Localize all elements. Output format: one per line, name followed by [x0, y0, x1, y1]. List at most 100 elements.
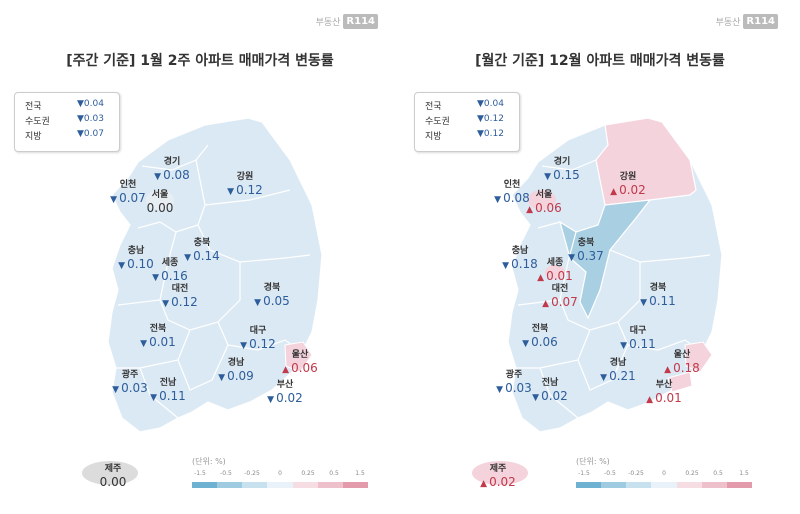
region-label-seoul: 서울 ▲ 0.06 [526, 190, 562, 215]
summary-value: ▼0.04 [477, 99, 504, 109]
scale-swatch [576, 482, 602, 488]
summary-box: 전국 ▼0.04 수도권 ▼0.12 지방 ▼0.12 [414, 92, 520, 152]
sejong-bubble [545, 265, 565, 279]
region-label-jeju: 제주 0.00 [99, 464, 127, 489]
scale-swatch [601, 482, 627, 488]
region-label-gyeongnam: 경남 ▼ 0.09 [218, 358, 254, 383]
busan-shape [667, 371, 693, 393]
region-label-chungbuk: 충북 ▼ 0.14 [184, 238, 220, 263]
map-title: [월간 기준] 12월 아파트 매매가격 변동률 [475, 53, 725, 69]
scale-bar [192, 482, 368, 488]
scale-tick: 0.25 [685, 470, 699, 477]
scale-swatch [651, 482, 677, 488]
scale-swatch [317, 482, 343, 488]
summary-value: ▼0.12 [477, 114, 504, 124]
unit-label: (단위: %) [576, 457, 610, 466]
scale-swatch [192, 482, 218, 488]
scale-tick: 0.5 [329, 470, 339, 477]
region-label-jeonnam: 전남 ▼ 0.02 [532, 378, 568, 403]
region-label-sejong: 세종 ▲ 0.01 [537, 258, 573, 283]
summary-name: 수도권 [425, 117, 450, 127]
summary-name: 지방 [25, 132, 42, 142]
scale-tick: -0.5 [604, 470, 616, 477]
region-label-gyeonggi: 경기 ▼ 0.08 [154, 157, 190, 182]
brand-badge: R114 [343, 14, 378, 29]
scale-tick: 0.5 [713, 470, 723, 477]
region-label-ulsan: 울산 ▲ 0.18 [664, 350, 700, 375]
jeju-island [82, 461, 138, 485]
region-label-daejeon: 대전 ▼ 0.12 [162, 284, 198, 309]
scale-swatch [701, 482, 727, 488]
region-label-gyeongbuk: 경북 ▼ 0.11 [640, 283, 676, 308]
ulsan-shape [284, 341, 313, 373]
region-label-incheon: 인천 ▼ 0.07 [110, 180, 146, 205]
region-label-chungbuk: 충북 ▼ 0.37 [568, 238, 604, 263]
region-label-daejeon: 대전 ▲ 0.07 [542, 284, 578, 309]
region-borders [516, 159, 711, 419]
map-title: [주간 기준] 1월 2주 아파트 매매가격 변동률 [66, 53, 334, 69]
seoul-bubble [528, 190, 556, 210]
region-label-busan: 부산 ▼ 0.02 [267, 380, 303, 405]
brand-badge: R114 [743, 14, 778, 29]
region-label-ulsan: 울산 ▲ 0.06 [282, 350, 318, 375]
scale-swatch [676, 482, 702, 488]
scale-ticks: -1.5 -0.5 -0.25 0 0.25 0.5 1.5 [192, 470, 368, 480]
region-label-sejong: 세종 ▼ 0.16 [152, 258, 188, 283]
brand-text: 부동산 [315, 18, 341, 28]
summary-row: 전국 ▼0.04 [415, 95, 519, 112]
weekly-panel: 부동산 R114 [주간 기준] 1월 2주 아파트 매매가격 변동률 전국 ▼… [14, 14, 378, 489]
brand-text: 부동산 [715, 18, 741, 28]
scale-swatch [217, 482, 243, 488]
summary-value: ▼0.12 [477, 129, 504, 139]
region-label-incheon: 인천 ▼ 0.08 [494, 180, 530, 205]
summary-value: ▼0.07 [77, 129, 104, 139]
scale-tick: -0.25 [628, 470, 644, 477]
scale-tick: -0.25 [244, 470, 260, 477]
scale-tick: -0.5 [220, 470, 232, 477]
region-label-chungnam: 충남 ▼ 0.18 [502, 246, 538, 271]
region-label-gyeonggi: 경기 ▼ 0.15 [544, 157, 580, 182]
scale-tick: 1.5 [739, 470, 749, 477]
scale-bar [576, 482, 752, 488]
summary-value: ▼0.04 [77, 99, 104, 109]
summary-box: 전국 ▼0.04 수도권 ▼0.03 지방 ▼0.07 [14, 92, 120, 152]
region-label-seoul: 서울 0.00 [146, 190, 174, 215]
region-label-jeonnam: 전남 ▼ 0.11 [150, 378, 186, 403]
scale-swatch [292, 482, 318, 488]
region-label-gyeongbuk: 경북 ▼ 0.05 [254, 283, 290, 308]
region-borders [116, 144, 311, 419]
scale-tick: 0.25 [301, 470, 315, 477]
summary-name: 전국 [25, 102, 42, 112]
region-label-jeju: 제주 ▲ 0.02 [480, 464, 516, 489]
region-label-gangwon: 강원 ▼ 0.12 [227, 172, 263, 197]
scale-swatch [242, 482, 268, 488]
region-label-busan: 부산 ▲ 0.01 [646, 380, 682, 405]
region-label-daegu: 대구 ▼ 0.11 [620, 326, 656, 351]
summary-row: 지방 ▼0.07 [15, 125, 119, 142]
region-label-jeonbuk: 전북 ▼ 0.01 [140, 324, 176, 349]
region-label-chungnam: 충남 ▼ 0.10 [118, 246, 154, 271]
summary-name: 수도권 [25, 117, 50, 127]
summary-value: ▼0.03 [77, 114, 104, 124]
region-label-daegu: 대구 ▼ 0.12 [240, 326, 276, 351]
region-label-jeonbuk: 전북 ▼ 0.06 [522, 324, 558, 349]
region-label-gyeongnam: 경남 ▼ 0.21 [600, 358, 636, 383]
scale-tick: 1.5 [355, 470, 365, 477]
jeju-island [472, 461, 528, 485]
brand-logo: 부동산 R114 [716, 14, 778, 29]
summary-name: 지방 [425, 132, 442, 142]
region-label-gwangju: 광주 ▼ 0.03 [112, 370, 148, 395]
scale-ticks: -1.5 -0.5 -0.25 0 0.25 0.5 1.5 [576, 470, 752, 480]
scale-swatch [726, 482, 752, 488]
monthly-panel: 부동산 R114 [월간 기준] 12월 아파트 매매가격 변동률 전국 ▼0.… [400, 0, 800, 514]
scale-tick: -1.5 [578, 470, 590, 477]
scale-tick: 0 [278, 470, 282, 477]
ulsan-shape [684, 341, 713, 373]
scale-swatch [626, 482, 652, 488]
korea-map [472, 117, 723, 485]
summary-name: 전국 [425, 102, 442, 112]
scale-swatch [342, 482, 368, 488]
korea-map [82, 117, 323, 485]
scale-swatch [267, 482, 293, 488]
unit-label: (단위: %) [192, 457, 226, 466]
